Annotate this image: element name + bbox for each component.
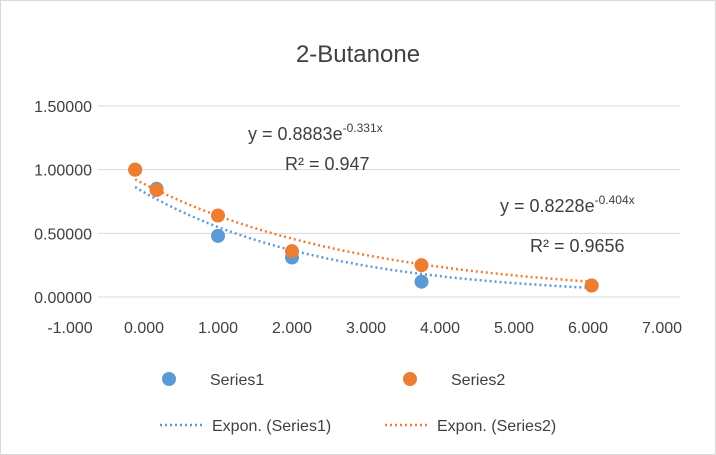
x-tick-label: 2.000 xyxy=(272,320,312,337)
r-squared: R² = 0.947 xyxy=(285,154,370,174)
trendline-equation: y = 0.8883e-0.331x xyxy=(248,121,383,144)
x-tick-label: 3.000 xyxy=(346,320,386,337)
legend-label: Expon. (Series2) xyxy=(437,418,556,435)
equation-exponent: -0.331x xyxy=(343,121,383,135)
point xyxy=(128,162,143,177)
equation-base: y = 0.8228e xyxy=(500,196,595,216)
legend-label: Series1 xyxy=(210,372,264,389)
trendline xyxy=(134,185,592,290)
y-tick-label: 1.50000 xyxy=(34,99,92,116)
legend-marker xyxy=(403,372,417,386)
x-tick-label: 1.000 xyxy=(198,320,238,337)
x-tick-label: 0.000 xyxy=(124,320,164,337)
y-tick-label: 0.50000 xyxy=(34,226,92,243)
equation-exponent: -0.404x xyxy=(595,193,635,207)
legend-label: Series2 xyxy=(451,372,505,389)
r-squared: R² = 0.9656 xyxy=(530,236,625,256)
point xyxy=(149,183,164,198)
x-tick-label: 6.000 xyxy=(568,320,608,337)
point xyxy=(414,258,429,273)
x-tick-label: 4.000 xyxy=(420,320,460,337)
point xyxy=(211,208,225,223)
legend-label: Expon. (Series1) xyxy=(212,418,331,435)
trendline xyxy=(134,178,592,283)
point xyxy=(211,228,225,243)
x-tick-label: -1.000 xyxy=(47,320,92,337)
y-tick-label: 0.00000 xyxy=(34,290,92,307)
point xyxy=(414,274,429,289)
equation-base: y = 0.8883e xyxy=(248,124,343,144)
trendline-equation: y = 0.8228e-0.404x xyxy=(500,193,635,216)
y-tick-label: 1.00000 xyxy=(34,163,92,180)
x-tick-label: 5.000 xyxy=(494,320,534,337)
chart-title: 2-Butanone xyxy=(296,41,420,68)
point xyxy=(285,244,299,259)
x-tick-label: 7.000 xyxy=(642,320,682,337)
point xyxy=(584,278,599,293)
legend-marker xyxy=(162,372,176,386)
